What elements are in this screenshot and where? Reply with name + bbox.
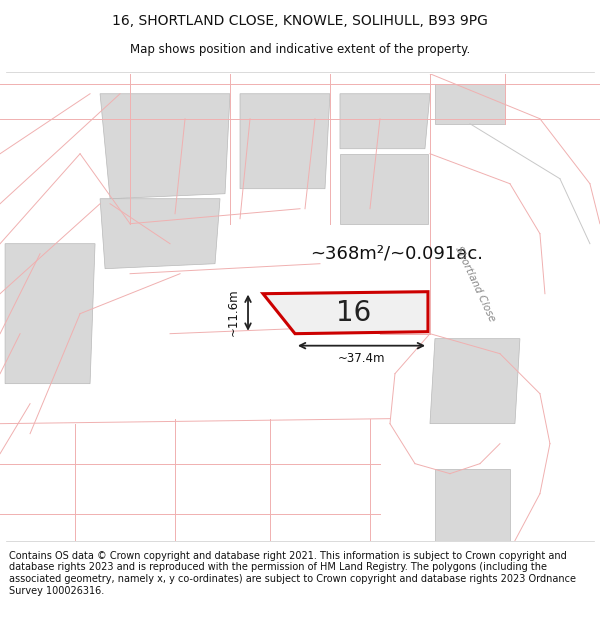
Text: Map shows position and indicative extent of the property.: Map shows position and indicative extent… — [130, 43, 470, 56]
Polygon shape — [100, 94, 230, 199]
Text: 16: 16 — [336, 299, 371, 327]
Polygon shape — [340, 154, 428, 224]
Polygon shape — [240, 94, 330, 189]
Text: ~368m²/~0.091ac.: ~368m²/~0.091ac. — [310, 245, 483, 262]
Text: Shortland Close: Shortland Close — [453, 244, 497, 323]
Polygon shape — [340, 94, 430, 149]
Text: ~11.6m: ~11.6m — [227, 289, 240, 336]
Text: ~37.4m: ~37.4m — [338, 352, 385, 365]
Text: Contains OS data © Crown copyright and database right 2021. This information is : Contains OS data © Crown copyright and d… — [9, 551, 576, 596]
Polygon shape — [263, 292, 428, 334]
Text: 16, SHORTLAND CLOSE, KNOWLE, SOLIHULL, B93 9PG: 16, SHORTLAND CLOSE, KNOWLE, SOLIHULL, B… — [112, 14, 488, 28]
Polygon shape — [430, 339, 520, 424]
Polygon shape — [435, 469, 510, 541]
Polygon shape — [435, 84, 505, 124]
Polygon shape — [5, 244, 95, 384]
Polygon shape — [100, 199, 220, 269]
